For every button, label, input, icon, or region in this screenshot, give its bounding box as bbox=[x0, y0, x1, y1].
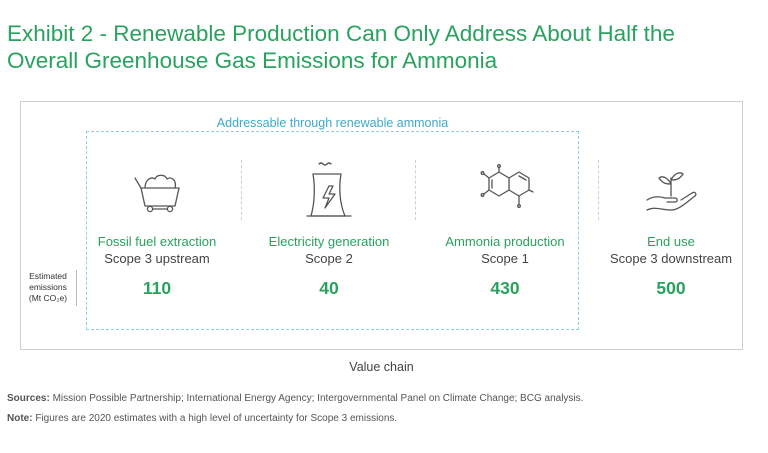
title-line-2: Overall Greenhouse Gas Emissions for Amm… bbox=[7, 48, 498, 73]
sources-text: Mission Possible Partnership; Internatio… bbox=[49, 393, 584, 404]
sources-footnote: Sources: Mission Possible Partnership; I… bbox=[7, 393, 583, 404]
stage-name: Ammonia production bbox=[445, 234, 565, 249]
stage-ammonia-production: Ammonia production Scope 1 430 bbox=[440, 164, 570, 299]
stage-scope: Scope 2 bbox=[305, 251, 353, 266]
stage-emissions-value: 500 bbox=[656, 278, 686, 298]
note-footnote: Note: Figures are 2020 estimates with a … bbox=[7, 413, 397, 424]
power-plant-icon bbox=[306, 162, 352, 217]
exhibit-title: Exhibit 2 - Renewable Production Can Onl… bbox=[7, 20, 747, 74]
note-text: Figures are 2020 estimates with a high l… bbox=[32, 413, 398, 424]
stage-scope: Scope 3 downstream bbox=[609, 251, 733, 266]
stage-scope: Scope 1 bbox=[481, 251, 529, 266]
divider-1 bbox=[241, 160, 242, 220]
plant-in-hand-icon bbox=[646, 172, 697, 211]
estimated-emissions-label: Estimated emissions (Mt CO₂e) bbox=[28, 271, 68, 303]
divider-2 bbox=[415, 160, 416, 220]
stage-fossil-fuel-extraction: Fossil fuel extraction Scope 3 upstream … bbox=[92, 166, 222, 299]
stage-electricity-generation: Electricity generation Scope 2 40 bbox=[264, 160, 394, 299]
note-label: Note: bbox=[7, 413, 33, 424]
title-line-1: Exhibit 2 - Renewable Production Can Onl… bbox=[7, 21, 675, 46]
diagram-frame bbox=[20, 101, 743, 350]
stage-emissions-value: 110 bbox=[142, 278, 172, 298]
stage-scope: Scope 3 upstream bbox=[104, 251, 210, 266]
coal-cart-icon bbox=[134, 174, 180, 213]
stage-name: Electricity generation bbox=[268, 234, 390, 249]
molecule-icon bbox=[480, 164, 534, 208]
addressable-box bbox=[86, 131, 579, 330]
stage-emissions-value: 40 bbox=[319, 278, 339, 298]
addressable-label: Addressable through renewable ammonia bbox=[86, 116, 579, 130]
value-chain-label: Value chain bbox=[349, 360, 414, 374]
estimate-divider bbox=[76, 270, 77, 306]
stage-name: Fossil fuel extraction bbox=[97, 234, 217, 249]
divider-3 bbox=[598, 160, 599, 220]
stage-name: End use bbox=[647, 234, 695, 249]
stage-emissions-value: 430 bbox=[490, 278, 520, 298]
sources-label: Sources: bbox=[7, 393, 50, 404]
stage-end-use: End use Scope 3 downstream 500 bbox=[606, 166, 736, 299]
